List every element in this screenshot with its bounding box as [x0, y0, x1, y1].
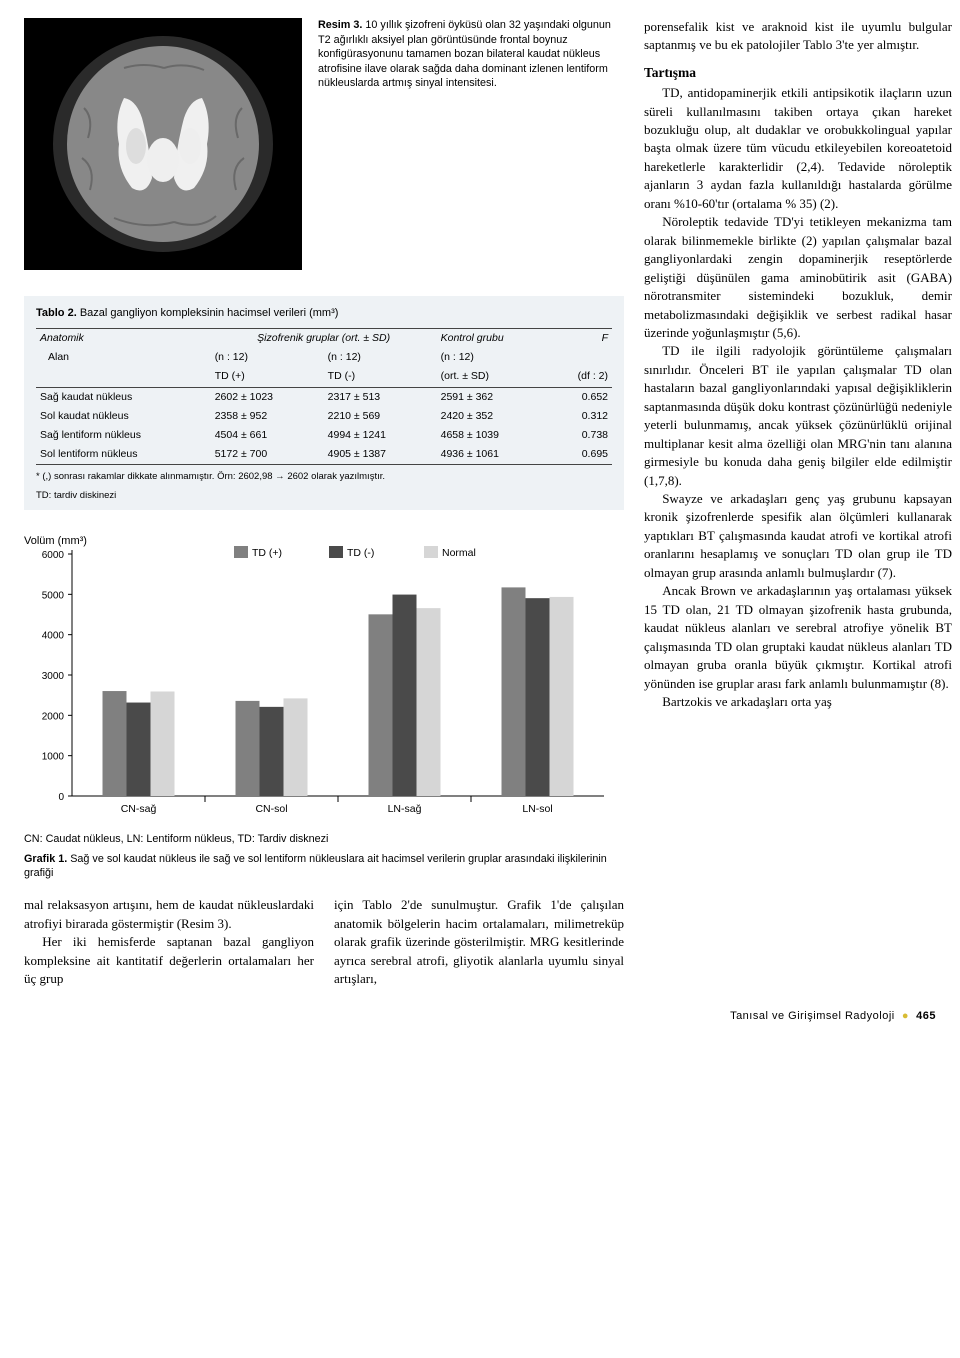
para: Ancak Brown ve arkadaşlarının yaş ortala…: [644, 582, 952, 693]
figure-caption: Resim 3. 10 yıllık şizofreni öyküsü olan…: [318, 18, 624, 270]
para: Her iki hemisferde saptanan bazal gangli…: [24, 933, 314, 988]
table-row-name: Sağ lentiform nükleus: [36, 426, 211, 445]
journal-name: Tanısal ve Girişimsel Radyoloji: [730, 1010, 895, 1022]
table-footnote-1: * (,) sonrası rakamlar dikkate alınmamış…: [36, 471, 612, 483]
body-text-left: mal relaksasyon artışını, hem de kaudat …: [24, 896, 624, 988]
svg-text:2000: 2000: [42, 711, 65, 722]
page-footer: Tanısal ve Girişimsel Radyoloji ● 465: [24, 1009, 936, 1025]
table-cell: 2317 ± 513: [324, 387, 437, 407]
table-cell: 2420 ± 352: [437, 407, 551, 426]
para: için Tablo 2'de sunulmuştur. Grafik 1'de…: [334, 896, 624, 988]
th-anatomik: Anatomik: [36, 328, 211, 348]
table-cell: 0.738: [551, 426, 613, 445]
data-table: Tablo 2. Bazal gangliyon kompleksinin ha…: [24, 296, 624, 510]
table-cell: 4905 ± 1387: [324, 445, 437, 465]
th-tdp: TD (+): [211, 367, 324, 387]
svg-text:1000: 1000: [42, 752, 65, 763]
chart-caption-label: Grafik 1.: [24, 853, 67, 865]
table-cell: 2210 ± 569: [324, 407, 437, 426]
chart-footnote: CN: Caudat nükleus, LN: Lentiform nükleu…: [24, 833, 328, 845]
table-title: Bazal gangliyon kompleksinin hacimsel ve…: [80, 307, 339, 319]
table-row-name: Sol lentiform nükleus: [36, 445, 211, 465]
table-row-name: Sol kaudat nükleus: [36, 407, 211, 426]
table-cell: 0.312: [551, 407, 613, 426]
svg-text:TD (-): TD (-): [347, 547, 374, 559]
table-cell: 0.652: [551, 387, 613, 407]
table-cell: 2358 ± 952: [211, 407, 324, 426]
th-f: F: [551, 328, 613, 348]
table-row-name: Sağ kaudat nükleus: [36, 387, 211, 407]
para: Bartzokis ve arkadaşları orta yaş: [644, 693, 952, 711]
table-cell: 4936 ± 1061: [437, 445, 551, 465]
svg-text:CN-sağ: CN-sağ: [121, 803, 157, 815]
para: TD ile ilgili radyolojik görüntüleme çal…: [644, 342, 952, 490]
svg-text:0: 0: [58, 792, 64, 803]
bar-chart: Volüm (mm³) 0 1000 2000 3000 4000 5000 6000 TD (…: [14, 528, 624, 880]
svg-text:LN-sol: LN-sol: [522, 803, 552, 815]
table-cell: 2602 ± 1023: [211, 387, 324, 407]
svg-text:4000: 4000: [42, 631, 65, 642]
svg-text:Volüm (mm³): Volüm (mm³): [24, 535, 87, 547]
caption-text: 10 yıllık şizofreni öyküsü olan 32 yaşın…: [318, 19, 611, 89]
table-cell: 4504 ± 661: [211, 426, 324, 445]
caption-label: Resim 3.: [318, 19, 362, 31]
mri-image: [24, 18, 302, 270]
svg-text:6000: 6000: [42, 550, 65, 561]
table-cell: 4994 ± 1241: [324, 426, 437, 445]
th-kontrol: Kontrol grubu: [437, 328, 551, 348]
svg-text:CN-sol: CN-sol: [255, 803, 287, 815]
page-number: 465: [916, 1010, 936, 1022]
th-alan: Alan: [36, 348, 211, 367]
table-cell: 5172 ± 700: [211, 445, 324, 465]
table-cell: 2591 ± 362: [437, 387, 551, 407]
th-n2: (n : 12): [324, 348, 437, 367]
table-cell: 4658 ± 1039: [437, 426, 551, 445]
section-heading: Tartışma: [644, 63, 952, 82]
th-n1: (n : 12): [211, 348, 324, 367]
para: Swayze ve arkadaşları genç yaş grubunu k…: [644, 490, 952, 582]
table-cell: 0.695: [551, 445, 613, 465]
svg-text:LN-sağ: LN-sağ: [388, 803, 422, 815]
para: porensefalik kist ve araknoid kist ile u…: [644, 18, 952, 55]
th-tdm: TD (-): [324, 367, 437, 387]
th-n3: (n : 12): [437, 348, 551, 367]
table-label: Tablo 2.: [36, 307, 77, 319]
body-text-right: porensefalik kist ve araknoid kist ile u…: [644, 18, 952, 989]
th-df: (df : 2): [551, 367, 613, 387]
th-ort: (ort. ± SD): [437, 367, 551, 387]
para: mal relaksasyon artışını, hem de kaudat …: [24, 896, 314, 933]
svg-text:TD (+): TD (+): [252, 547, 282, 559]
svg-text:Normal: Normal: [442, 547, 476, 559]
svg-text:5000: 5000: [42, 590, 65, 601]
chart-caption-text: Sağ ve sol kaudat nükleus ile sağ ve sol…: [24, 853, 607, 879]
table-footnote-2: TD: tardiv diskinezi: [36, 490, 612, 502]
para: Nöroleptik tedavide TD'yi tetikleyen mek…: [644, 213, 952, 342]
svg-text:3000: 3000: [42, 671, 65, 682]
th-sizo: Şizofrenik gruplar (ort. ± SD): [211, 328, 437, 348]
para: TD, antidopaminerjik etkili antipsikotik…: [644, 84, 952, 213]
